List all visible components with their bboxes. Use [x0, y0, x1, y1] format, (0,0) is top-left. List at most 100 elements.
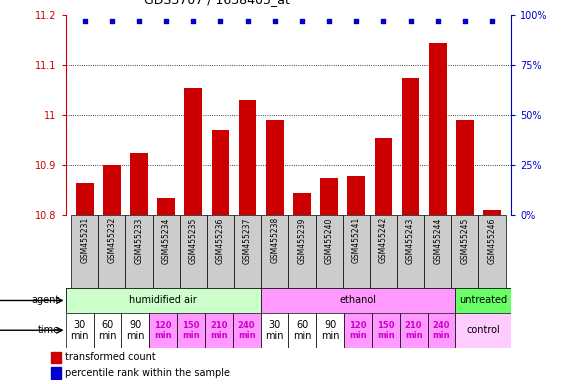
Bar: [347, 176, 365, 215]
Point: [297, 18, 307, 25]
Bar: [234, 215, 261, 288]
Bar: [152, 215, 180, 288]
Bar: [344, 313, 372, 348]
Bar: [103, 165, 120, 215]
Bar: [239, 100, 256, 215]
Point: [162, 18, 171, 25]
Text: GSM455245: GSM455245: [460, 217, 469, 263]
Text: GSM455231: GSM455231: [80, 217, 89, 263]
Text: 120
min: 120 min: [154, 321, 172, 339]
Text: 150
min: 150 min: [377, 321, 395, 339]
Bar: [76, 183, 94, 215]
Bar: [212, 130, 230, 215]
Point: [243, 18, 252, 25]
Bar: [66, 313, 94, 348]
Text: time: time: [38, 325, 60, 335]
Point: [134, 18, 143, 25]
Point: [406, 18, 415, 25]
Text: untreated: untreated: [459, 295, 507, 306]
Text: GSM455239: GSM455239: [297, 217, 307, 263]
Bar: [261, 215, 288, 288]
Bar: [424, 215, 451, 288]
Text: 240
min: 240 min: [238, 321, 255, 339]
Bar: [316, 215, 343, 288]
Point: [216, 18, 225, 25]
Text: GSM455240: GSM455240: [324, 217, 333, 263]
Bar: [288, 215, 316, 288]
Bar: [456, 313, 511, 348]
Bar: [158, 198, 175, 215]
Bar: [94, 313, 122, 348]
Text: GSM455233: GSM455233: [135, 217, 143, 263]
Text: 120
min: 120 min: [349, 321, 367, 339]
Bar: [320, 178, 338, 215]
Text: 90
min: 90 min: [321, 320, 339, 341]
Bar: [177, 313, 205, 348]
Point: [324, 18, 333, 25]
Text: 150
min: 150 min: [182, 321, 200, 339]
Bar: [260, 313, 288, 348]
Text: 30
min: 30 min: [265, 320, 284, 341]
Bar: [397, 215, 424, 288]
Text: percentile rank within the sample: percentile rank within the sample: [65, 368, 230, 378]
Bar: [205, 313, 233, 348]
Text: GDS3707 / 1638405_at: GDS3707 / 1638405_at: [144, 0, 290, 6]
Bar: [293, 193, 311, 215]
Bar: [266, 120, 284, 215]
Point: [270, 18, 279, 25]
Text: GSM455237: GSM455237: [243, 217, 252, 263]
Bar: [207, 215, 234, 288]
Text: GSM455244: GSM455244: [433, 217, 442, 263]
Bar: [260, 288, 456, 313]
Point: [80, 18, 89, 25]
Bar: [316, 313, 344, 348]
Bar: [122, 313, 149, 348]
Text: GSM455246: GSM455246: [488, 217, 497, 263]
Bar: [372, 313, 400, 348]
Text: 60
min: 60 min: [293, 320, 312, 341]
Text: ethanol: ethanol: [339, 295, 376, 306]
Text: control: control: [467, 325, 500, 335]
Point: [460, 18, 469, 25]
Bar: [370, 215, 397, 288]
Text: GSM455235: GSM455235: [189, 217, 198, 263]
Point: [433, 18, 443, 25]
Point: [352, 18, 361, 25]
Bar: [51, 367, 61, 379]
Bar: [184, 88, 202, 215]
Bar: [126, 215, 152, 288]
Bar: [130, 153, 148, 215]
Text: 90
min: 90 min: [126, 320, 144, 341]
Bar: [402, 78, 419, 215]
Bar: [149, 313, 177, 348]
Bar: [375, 138, 392, 215]
Bar: [71, 215, 98, 288]
Bar: [456, 120, 474, 215]
Bar: [288, 313, 316, 348]
Bar: [98, 215, 126, 288]
Text: GSM455236: GSM455236: [216, 217, 225, 263]
Text: GSM455238: GSM455238: [270, 217, 279, 263]
Text: 210
min: 210 min: [405, 321, 423, 339]
Bar: [478, 215, 505, 288]
Bar: [429, 43, 447, 215]
Text: transformed count: transformed count: [65, 353, 155, 362]
Text: 60
min: 60 min: [98, 320, 116, 341]
Text: GSM455232: GSM455232: [107, 217, 116, 263]
Bar: [66, 288, 260, 313]
Text: 240
min: 240 min: [433, 321, 451, 339]
Bar: [456, 288, 511, 313]
Bar: [343, 215, 370, 288]
Text: GSM455242: GSM455242: [379, 217, 388, 263]
Text: 30
min: 30 min: [70, 320, 89, 341]
Point: [488, 18, 497, 25]
Bar: [233, 313, 260, 348]
Text: GSM455241: GSM455241: [352, 217, 361, 263]
Point: [107, 18, 116, 25]
Point: [379, 18, 388, 25]
Text: humidified air: humidified air: [129, 295, 197, 306]
Bar: [400, 313, 428, 348]
Text: agent: agent: [32, 295, 60, 306]
Text: GSM455234: GSM455234: [162, 217, 171, 263]
Bar: [451, 215, 478, 288]
